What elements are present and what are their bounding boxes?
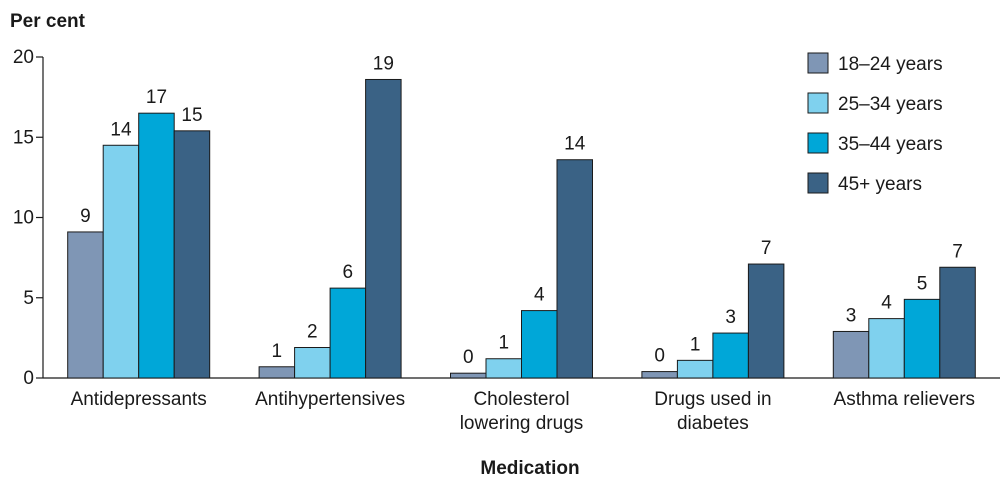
bar <box>939 266 976 379</box>
bar <box>67 231 104 379</box>
bar <box>676 359 714 379</box>
x-axis-title: Medication <box>480 458 579 479</box>
data-label: 5 <box>917 273 928 294</box>
category-label-line: diabetes <box>677 413 749 434</box>
category-label: Antihypertensives <box>255 389 405 410</box>
bar <box>173 130 211 379</box>
data-label: 1 <box>690 334 701 355</box>
bar <box>329 287 367 379</box>
category-label: Cholesterol lowering drugs <box>460 389 584 434</box>
bar <box>102 144 140 379</box>
data-label: 3 <box>846 305 857 326</box>
y-tick-label: 5 <box>23 288 34 309</box>
legend-label: 18–24 years <box>838 54 943 75</box>
y-tick-label: 20 <box>13 47 34 68</box>
data-label: 3 <box>725 307 736 328</box>
data-label: 15 <box>181 105 202 126</box>
bar <box>485 358 522 379</box>
data-label: 7 <box>952 241 963 262</box>
bar <box>258 366 296 379</box>
data-label: 19 <box>373 53 394 74</box>
bar <box>450 372 487 379</box>
category-label: Antidepressants <box>71 389 207 410</box>
bar <box>903 298 941 379</box>
y-axis-title: Per cent <box>10 11 86 32</box>
category-label-line: Antidepressants <box>71 389 207 410</box>
data-label: 17 <box>146 87 167 108</box>
legend-swatch <box>807 172 829 194</box>
bar <box>868 318 905 379</box>
data-label: 9 <box>80 206 91 227</box>
data-label: 6 <box>343 262 354 283</box>
y-tick-label: 10 <box>13 208 34 229</box>
category-label: Asthma relievers <box>834 389 976 410</box>
legend-label: 35–44 years <box>838 134 943 155</box>
bar <box>747 263 785 379</box>
category-label-line: lowering drugs <box>460 413 584 434</box>
data-label: 14 <box>564 134 586 155</box>
data-label: 0 <box>463 347 474 368</box>
legend-label: 45+ years <box>838 174 922 195</box>
y-tick-label: 0 <box>23 368 34 389</box>
category-label-line: Asthma relievers <box>834 389 976 410</box>
bar <box>556 159 593 379</box>
data-label: 0 <box>654 346 665 367</box>
legend-label: 25–34 years <box>838 94 943 115</box>
data-label: 1 <box>498 333 509 354</box>
category-label-line: Cholesterol <box>473 389 569 410</box>
y-tick-label: 15 <box>13 127 34 148</box>
category-label-line: Drugs used in <box>654 389 771 410</box>
legend-swatch <box>807 52 829 74</box>
data-label: 4 <box>534 285 545 306</box>
data-label: 4 <box>881 293 892 314</box>
bar <box>294 347 331 379</box>
category-label-line: Antihypertensives <box>255 389 405 410</box>
bar <box>832 330 870 379</box>
data-label: 1 <box>272 341 283 362</box>
data-label: 7 <box>761 238 772 259</box>
bar <box>641 371 678 379</box>
category-label: Drugs used in diabetes <box>654 389 771 434</box>
bar <box>712 332 749 379</box>
legend-swatch <box>807 132 829 154</box>
legend-swatch <box>807 92 829 114</box>
bar <box>521 310 558 379</box>
data-label: 2 <box>307 322 318 343</box>
bar <box>138 112 175 379</box>
legend: 18–24 years 25–34 years 35–44 years 45+ yea… <box>807 52 943 195</box>
bar <box>365 78 402 379</box>
data-label: 14 <box>110 119 132 140</box>
